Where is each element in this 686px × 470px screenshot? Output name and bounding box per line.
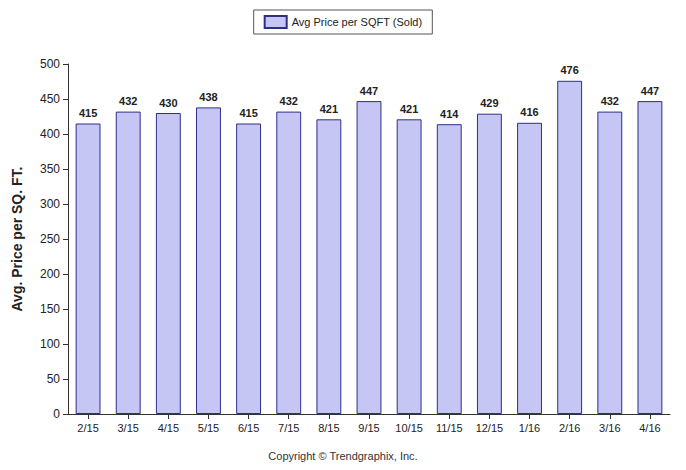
svg-text:Avg. Price per SQ. FT.: Avg. Price per SQ. FT. [9, 167, 25, 312]
svg-text:438: 438 [199, 91, 217, 103]
svg-text:9/15: 9/15 [358, 422, 379, 434]
svg-text:7/15: 7/15 [278, 422, 299, 434]
svg-text:400: 400 [40, 127, 60, 141]
svg-text:1/16: 1/16 [519, 422, 540, 434]
svg-text:416: 416 [520, 106, 538, 118]
svg-text:150: 150 [40, 302, 60, 316]
svg-text:429: 429 [480, 97, 498, 109]
svg-text:350: 350 [40, 162, 60, 176]
svg-text:10/15: 10/15 [395, 422, 423, 434]
svg-text:100: 100 [40, 337, 60, 351]
svg-text:415: 415 [239, 107, 257, 119]
svg-text:50: 50 [47, 372, 61, 386]
svg-text:250: 250 [40, 232, 60, 246]
svg-text:Avg Price per SQFT (Sold): Avg Price per SQFT (Sold) [292, 16, 422, 28]
svg-text:432: 432 [280, 95, 298, 107]
svg-text:3/15: 3/15 [117, 422, 138, 434]
svg-text:447: 447 [360, 85, 378, 97]
svg-text:200: 200 [40, 267, 60, 281]
svg-text:8/15: 8/15 [318, 422, 339, 434]
svg-text:300: 300 [40, 197, 60, 211]
svg-text:0: 0 [53, 407, 60, 421]
svg-text:2/16: 2/16 [559, 422, 580, 434]
svg-text:6/15: 6/15 [238, 422, 259, 434]
svg-text:12/15: 12/15 [476, 422, 504, 434]
svg-text:432: 432 [119, 95, 137, 107]
svg-text:447: 447 [641, 85, 659, 97]
svg-text:450: 450 [40, 92, 60, 106]
svg-text:Copyright © Trendgraphix, Inc.: Copyright © Trendgraphix, Inc. [268, 450, 417, 462]
svg-text:2/15: 2/15 [77, 422, 98, 434]
svg-text:421: 421 [320, 103, 338, 115]
svg-text:4/15: 4/15 [158, 422, 179, 434]
svg-text:421: 421 [400, 103, 418, 115]
svg-text:4/16: 4/16 [639, 422, 660, 434]
svg-text:5/15: 5/15 [198, 422, 219, 434]
svg-text:415: 415 [79, 107, 97, 119]
svg-text:432: 432 [601, 95, 619, 107]
svg-text:476: 476 [560, 64, 578, 76]
svg-text:414: 414 [440, 108, 459, 120]
svg-text:11/15: 11/15 [436, 422, 463, 434]
svg-text:500: 500 [40, 57, 60, 71]
svg-text:430: 430 [159, 97, 177, 109]
svg-text:3/16: 3/16 [599, 422, 620, 434]
